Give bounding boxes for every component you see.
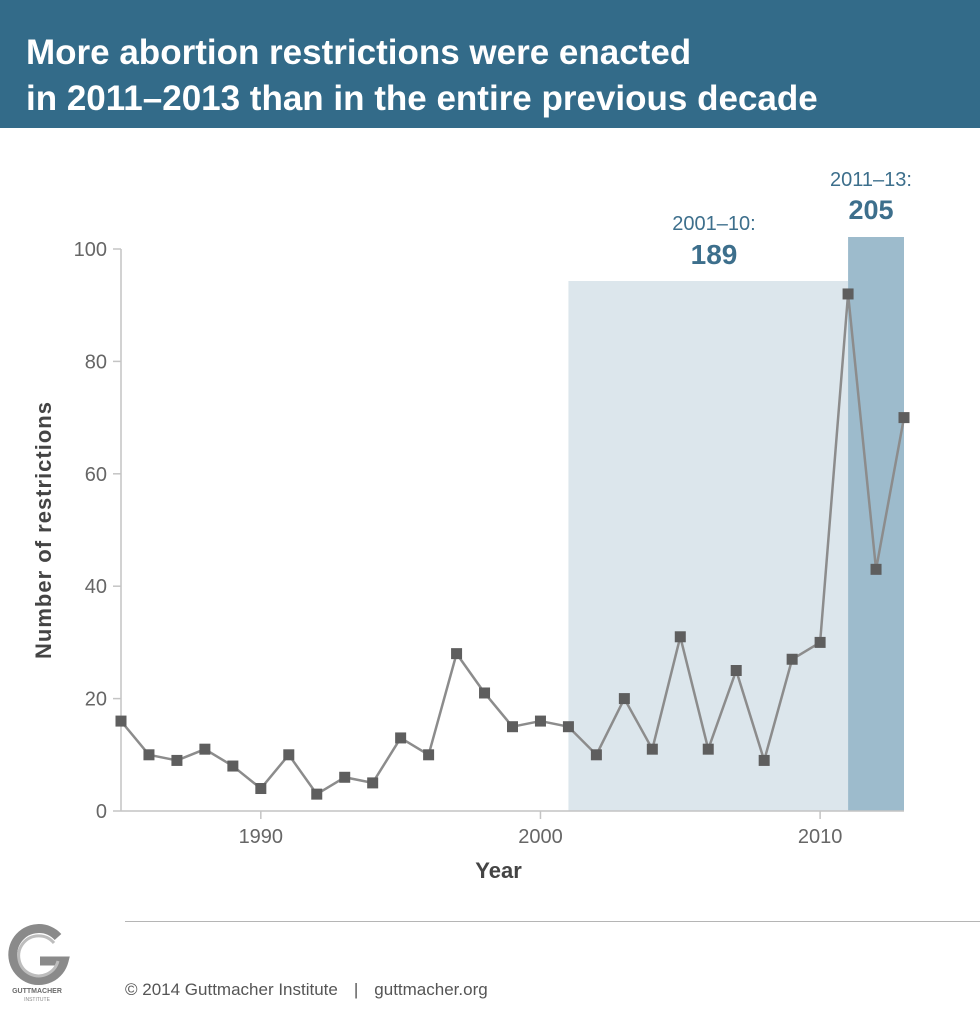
data-point-1993 xyxy=(339,771,351,783)
x-tick-label: 2010 xyxy=(798,826,843,848)
data-point-2011 xyxy=(842,288,854,300)
data-point-2012 xyxy=(870,563,882,575)
x-tick-label: 2000 xyxy=(518,826,563,848)
data-point-2003 xyxy=(618,693,630,705)
y-axis-title: Number of restrictions xyxy=(31,401,56,659)
y-tick-label: 60 xyxy=(85,464,107,486)
data-point-1990 xyxy=(255,783,267,795)
footer-divider xyxy=(125,921,980,922)
highlight-total-label-2: 205 xyxy=(848,195,893,225)
data-point-1998 xyxy=(479,687,491,699)
copyright-text: © 2014 Guttmacher Institute xyxy=(125,980,338,999)
data-point-2013 xyxy=(898,412,910,424)
data-point-1985 xyxy=(115,715,127,727)
data-point-1991 xyxy=(283,749,295,761)
data-point-1989 xyxy=(227,760,239,772)
y-tick-label: 40 xyxy=(85,576,107,598)
y-tick-label: 20 xyxy=(85,689,107,711)
data-point-1986 xyxy=(143,749,155,761)
title-line-2: in 2011–2013 than in the entire previous… xyxy=(26,79,818,118)
footer-separator: | xyxy=(353,980,359,999)
y-tick-label: 80 xyxy=(85,351,107,373)
highlight-period-label-1: 2001–10: xyxy=(672,213,755,235)
data-point-2005 xyxy=(674,631,686,643)
title-line-1: More abortion restrictions were enacted xyxy=(26,33,692,72)
data-point-1992 xyxy=(311,788,323,800)
highlight-band-2 xyxy=(848,237,904,811)
header-banner: More abortion restrictions were enacted … xyxy=(0,0,980,128)
data-point-1999 xyxy=(507,721,518,733)
data-point-1988 xyxy=(199,743,211,755)
data-point-1996 xyxy=(423,749,435,761)
page-title: More abortion restrictions were enacted … xyxy=(26,30,966,122)
y-tick-label: 100 xyxy=(74,239,107,261)
data-point-1987 xyxy=(171,754,183,766)
website-link[interactable]: guttmacher.org xyxy=(374,980,488,999)
data-point-1994 xyxy=(367,777,379,789)
highlight-total-label-1: 189 xyxy=(691,239,738,270)
y-tick-label: 0 xyxy=(96,801,107,823)
data-point-2002 xyxy=(590,749,602,761)
highlight-period-label-2: 2011–13: xyxy=(830,169,912,191)
logo-subtext: INSTITUTE xyxy=(24,997,50,1003)
footer-credits: © 2014 Guttmacher Institute | guttmacher.o… xyxy=(125,980,488,1000)
data-point-2008 xyxy=(758,754,770,766)
data-point-2009 xyxy=(786,653,798,665)
x-tick-label: 1990 xyxy=(239,826,284,848)
logo-wordmark: GUTTMACHER xyxy=(12,988,62,995)
data-point-2007 xyxy=(730,665,742,676)
data-point-1997 xyxy=(451,648,463,660)
data-point-2004 xyxy=(646,743,658,755)
highlight-band-1 xyxy=(568,281,849,811)
data-point-1995 xyxy=(395,732,407,744)
data-point-2010 xyxy=(814,636,826,648)
guttmacher-logo-icon: GUTTMACHER INSTITUTE xyxy=(0,921,74,1003)
line-chart: 2001–10: 189 2011–13: 205 0 20 40 60 80 100 1990 20… xyxy=(31,169,912,883)
data-point-2001 xyxy=(562,721,574,733)
data-point-2000 xyxy=(534,715,546,727)
x-axis-title: Year xyxy=(475,858,522,883)
data-point-2006 xyxy=(702,743,714,755)
